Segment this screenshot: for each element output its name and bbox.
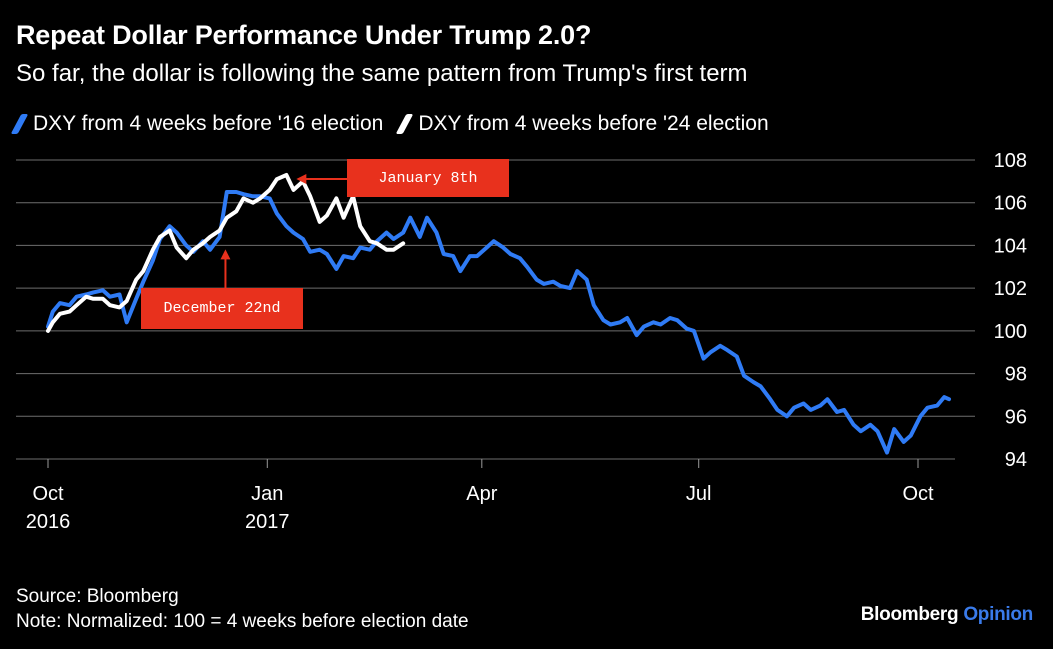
y-tick-label-94: 94 [1005,449,1027,471]
x-tick-sublabel-1: 2017 [245,511,290,533]
legend-item-2024: DXY from 4 weeks before '24 election [395,112,769,136]
y-tick-label-98: 98 [1005,364,1027,386]
chart-footer: Source: Bloomberg Note: Normalized: 100 … [16,584,469,634]
brand-logo: Bloomberg Opinion [860,604,1034,626]
x-tick-label-2: Apr [466,483,497,505]
annotation-arrow-january-head [296,173,307,184]
y-tick-label-96: 96 [1005,406,1027,428]
y-tick-label-100: 100 [994,321,1027,343]
legend-label-2024: DXY from 4 weeks before '24 election [418,112,769,135]
source-note: Source: Bloomberg [16,586,179,607]
chart-legend: DXY from 4 weeks before '16 election DXY… [10,112,787,136]
annotation-arrow-december-head [220,249,231,260]
brand-suffix: Opinion [963,604,1033,625]
legend-label-2016: DXY from 4 weeks before '16 election [33,112,384,135]
x-tick-sublabel-0: 2016 [26,511,71,533]
line-chart: 94 96 98 100 102 104 106 108 Oct 2016 Jan 2017 Apr Ju… [16,150,1027,533]
legend-item-2016: DXY from 4 weeks before '16 election [10,112,384,136]
y-tick-label-106: 106 [994,193,1027,215]
chart-subtitle: So far, the dollar is following the same… [16,60,748,87]
brand-name: Bloomberg [860,604,959,625]
y-tick-label-102: 102 [994,278,1027,300]
x-tick-label-1: Jan [251,483,283,505]
x-tick-label-4: Oct [902,483,934,505]
annotation-december-22nd: December 22nd [141,288,303,329]
x-tick-label-0: Oct [32,483,64,505]
series-line-1 [46,173,406,333]
y-tick-label-108: 108 [994,150,1027,172]
x-tick-label-3: Jul [686,483,712,505]
normalization-note: Note: Normalized: 100 = 4 weeks before e… [16,611,469,632]
y-tick-label-104: 104 [994,235,1027,257]
annotation-january-8th: January 8th [347,159,509,197]
chart-title: Repeat Dollar Performance Under Trump 2.… [16,20,592,50]
